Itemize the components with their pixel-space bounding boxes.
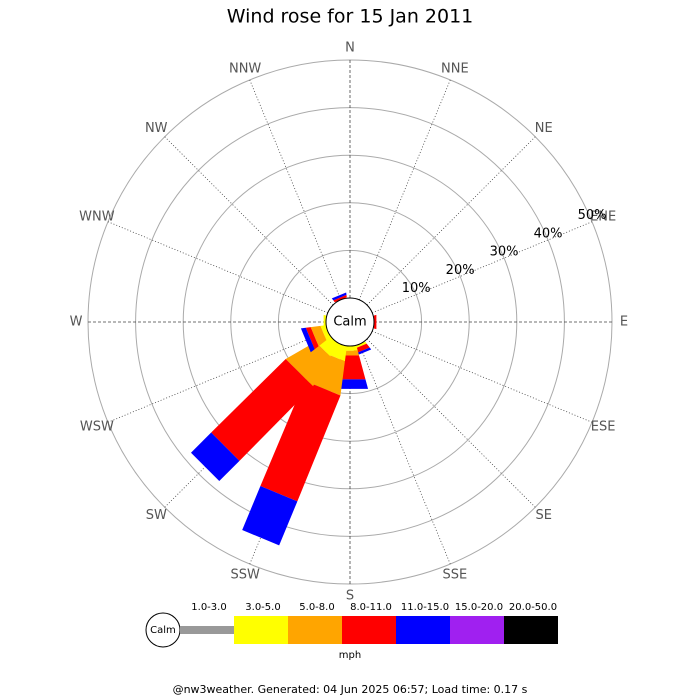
direction-label: SW	[146, 508, 167, 523]
direction-label: SSE	[442, 568, 467, 583]
direction-label: N	[345, 41, 355, 56]
calm-label: Calm	[333, 315, 366, 330]
spoke	[372, 330, 593, 423]
legend-label: 11.0-15.0	[401, 602, 449, 613]
spoke	[164, 136, 334, 306]
legend-swatch	[450, 616, 504, 644]
legend-swatch	[288, 616, 342, 644]
direction-label: SE	[536, 508, 552, 523]
legend-label: 20.0-50.0	[509, 602, 557, 613]
direction-label: NE	[535, 121, 553, 136]
rose-segment	[374, 314, 377, 330]
spoke	[107, 221, 328, 314]
direction-label: SSW	[230, 568, 260, 583]
direction-label: NNE	[441, 61, 469, 76]
legend-label: 1.0-3.0	[191, 602, 226, 613]
spoke	[358, 344, 451, 565]
legend-label: 8.0-11.0	[350, 602, 392, 613]
calm-circle	[325, 297, 375, 347]
direction-label: S	[346, 589, 354, 604]
rose-segment	[320, 325, 331, 341]
legend-swatch	[180, 626, 234, 634]
legend-label: 15.0-20.0	[455, 602, 503, 613]
spoke	[372, 221, 593, 314]
rose-segment	[211, 358, 314, 461]
direction-label: WSW	[80, 419, 114, 434]
legend-label: 5.0-8.0	[299, 602, 334, 613]
rose-segment	[260, 380, 341, 502]
footer: @nw3weather. Generated: 04 Jun 2025 06:5…	[173, 683, 528, 696]
spoke	[107, 330, 328, 423]
spoke	[366, 338, 536, 508]
legend-swatch	[396, 616, 450, 644]
direction-label: E	[620, 315, 628, 330]
rose-segment	[331, 292, 347, 301]
direction-label: ESE	[591, 419, 616, 434]
rose-segment	[310, 325, 327, 347]
r-tick-label: 20%	[446, 263, 475, 278]
legend-swatch	[234, 616, 288, 644]
r-tick-label: 50%	[578, 208, 607, 223]
r-tick-label: 40%	[534, 226, 563, 241]
r-tick-label: 10%	[402, 281, 431, 296]
legend-calm-label: Calm	[150, 625, 176, 636]
rose-segment	[304, 353, 345, 396]
rose-segment	[242, 486, 298, 546]
direction-label: ENE	[590, 210, 616, 225]
rose-segment	[190, 432, 240, 482]
rose-segment	[300, 327, 315, 353]
direction-label: NW	[145, 121, 168, 136]
chart-title: Wind rose for 15 Jan 2011	[227, 6, 474, 28]
spoke	[249, 79, 342, 300]
rose-segment	[333, 294, 347, 303]
direction-label: W	[70, 315, 83, 330]
spoke	[358, 79, 451, 300]
direction-label: NNW	[229, 61, 261, 76]
spoke	[366, 136, 536, 306]
r-tick-label: 30%	[490, 245, 519, 260]
legend-title: mph	[339, 650, 361, 661]
legend-label: 3.0-5.0	[245, 602, 280, 613]
rose-segment	[285, 341, 331, 387]
rose-segment	[323, 314, 326, 330]
direction-label: WNW	[79, 210, 115, 225]
legend-swatch	[342, 616, 396, 644]
legend-swatch	[504, 616, 558, 644]
rose-segment	[305, 327, 319, 350]
